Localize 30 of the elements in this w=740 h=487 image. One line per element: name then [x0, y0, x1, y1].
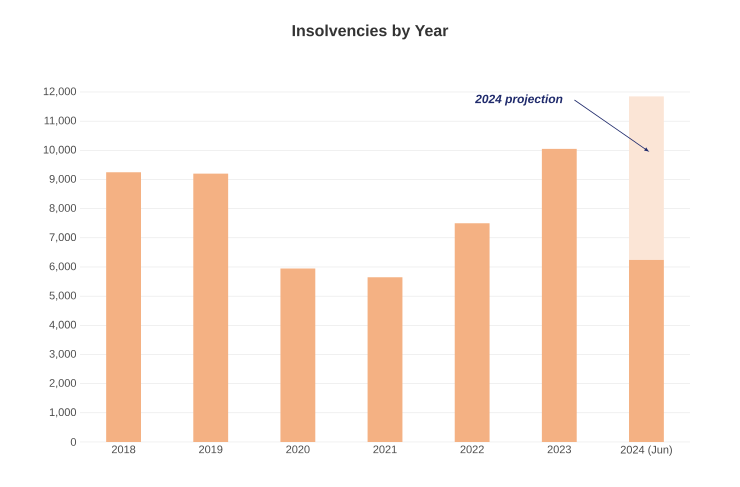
x-tick-label: 2019 [199, 446, 222, 454]
x-tick-label: 2020 [286, 446, 310, 454]
chart-title: Insolvencies by Year [292, 24, 448, 40]
bar [454, 223, 490, 442]
bar [629, 96, 664, 260]
y-tick-label: 2,000 [50, 379, 76, 388]
y-tick-label: 9,000 [50, 174, 76, 184]
annotation: 2024 projection [475, 94, 562, 106]
y-tick-label: 7,000 [50, 233, 76, 242]
x-tick-label: 2024 (Jun) [620, 446, 672, 456]
y-tick-label: 11,000 [44, 116, 76, 126]
bar [542, 148, 577, 442]
x-tick-label: 2023 [548, 446, 571, 454]
y-tick-label: 6,000 [50, 262, 76, 272]
y-tick-label: 10,000 [44, 146, 76, 155]
y-tick-label: 1,000 [50, 408, 76, 418]
y-tick-label: 8,000 [50, 204, 76, 214]
x-tick-label: 2022 [460, 446, 484, 454]
bar [280, 268, 316, 442]
y-tick-label: 12,000 [44, 87, 76, 97]
x-tick-label: 2018 [112, 446, 136, 454]
bar [106, 172, 142, 442]
bar [193, 174, 228, 442]
y-tick-label: 3,000 [49, 350, 76, 360]
x-tick-label: 2021 [373, 446, 397, 454]
bar [629, 260, 664, 442]
bar [368, 277, 402, 442]
y-tick-label: 5,000 [50, 292, 76, 301]
y-tick-label: 4,000 [49, 320, 76, 330]
y-tick-label: 0 [70, 438, 76, 446]
